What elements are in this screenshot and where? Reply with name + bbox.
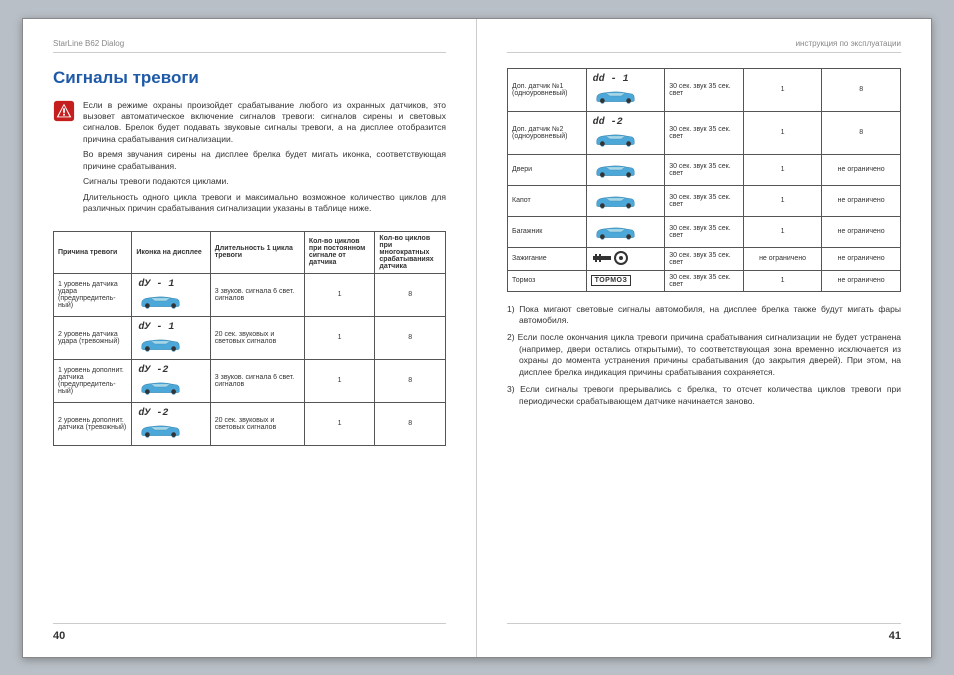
table-row: Капот30 сек. звук 35 сек. свет1не ограни… (508, 185, 901, 216)
table-row: Доп. датчик №1 (одноуровневый)dd - 130 с… (508, 68, 901, 111)
th-duration: Длительность 1 цикла тревоги (210, 231, 304, 273)
page-spread: StarLine B62 Dialog Сигналы тревоги Если… (22, 18, 932, 658)
table-row: 1 уровень дополнит. датчика (предупредит… (54, 359, 446, 402)
notes-block: 1) Пока мигают световые сигналы автомоби… (507, 304, 901, 414)
header-right: инструкция по эксплуатации (507, 39, 901, 53)
section-title: Сигналы тревоги (53, 68, 446, 88)
note-3: 3) Если сигналы тревоги прерывались с бр… (507, 384, 901, 407)
note-2: 2) Если после окончания цикла тревоги пр… (507, 332, 901, 378)
th-c1: Кол-во циклов при постоянном сигнале от … (304, 231, 375, 273)
page-right: инструкция по эксплуатации Доп. датчик №… (477, 19, 931, 657)
table-row: Двери30 сек. звук 35 сек. свет1не ограни… (508, 154, 901, 185)
table-row: 2 уровень дополнит. датчика (тревожный)d… (54, 402, 446, 445)
page-left: StarLine B62 Dialog Сигналы тревоги Если… (23, 19, 477, 657)
table-row: ТормозТОРМОЗ30 сек. звук 35 сек. свет1не… (508, 270, 901, 291)
intro-p2: Во время звучания сирены на дисплее брел… (83, 149, 446, 172)
th-c2: Кол-во циклов при многократных срабатыва… (375, 231, 446, 273)
intro-block: Если в режиме охраны произойдет срабатыв… (53, 100, 446, 219)
table-row: Доп. датчик №2 (одноуровневый)dd -230 се… (508, 111, 901, 154)
warning-icon (53, 100, 75, 122)
intro-p4: Длительность одного цикла тревоги и макс… (83, 192, 446, 215)
alarm-table-1: Причина тревоги Иконка на дисплее Длител… (53, 231, 446, 446)
table-row: Багажник30 сек. звук 35 сек. свет1не огр… (508, 216, 901, 247)
note-1: 1) Пока мигают световые сигналы автомоби… (507, 304, 901, 327)
table-row: 2 уровень датчика удара (тревожный)dУ - … (54, 316, 446, 359)
table-row: Зажигание30 сек. звук 35 сек. светне огр… (508, 247, 901, 270)
page-number-left: 40 (53, 623, 446, 642)
alarm-table-2: Доп. датчик №1 (одноуровневый)dd - 130 с… (507, 68, 901, 292)
page-number-right: 41 (507, 623, 901, 642)
header-left: StarLine B62 Dialog (53, 39, 446, 53)
intro-p1: Если в режиме охраны произойдет срабатыв… (83, 100, 446, 146)
intro-p3: Сигналы тревоги подаются циклами. (83, 176, 446, 187)
th-cause: Причина тревоги (54, 231, 132, 273)
th-icon: Иконка на дисплее (132, 231, 210, 273)
intro-text: Если в режиме охраны произойдет срабатыв… (83, 100, 446, 219)
table-row: 1 уровень датчика удара (предупредитель-… (54, 273, 446, 316)
